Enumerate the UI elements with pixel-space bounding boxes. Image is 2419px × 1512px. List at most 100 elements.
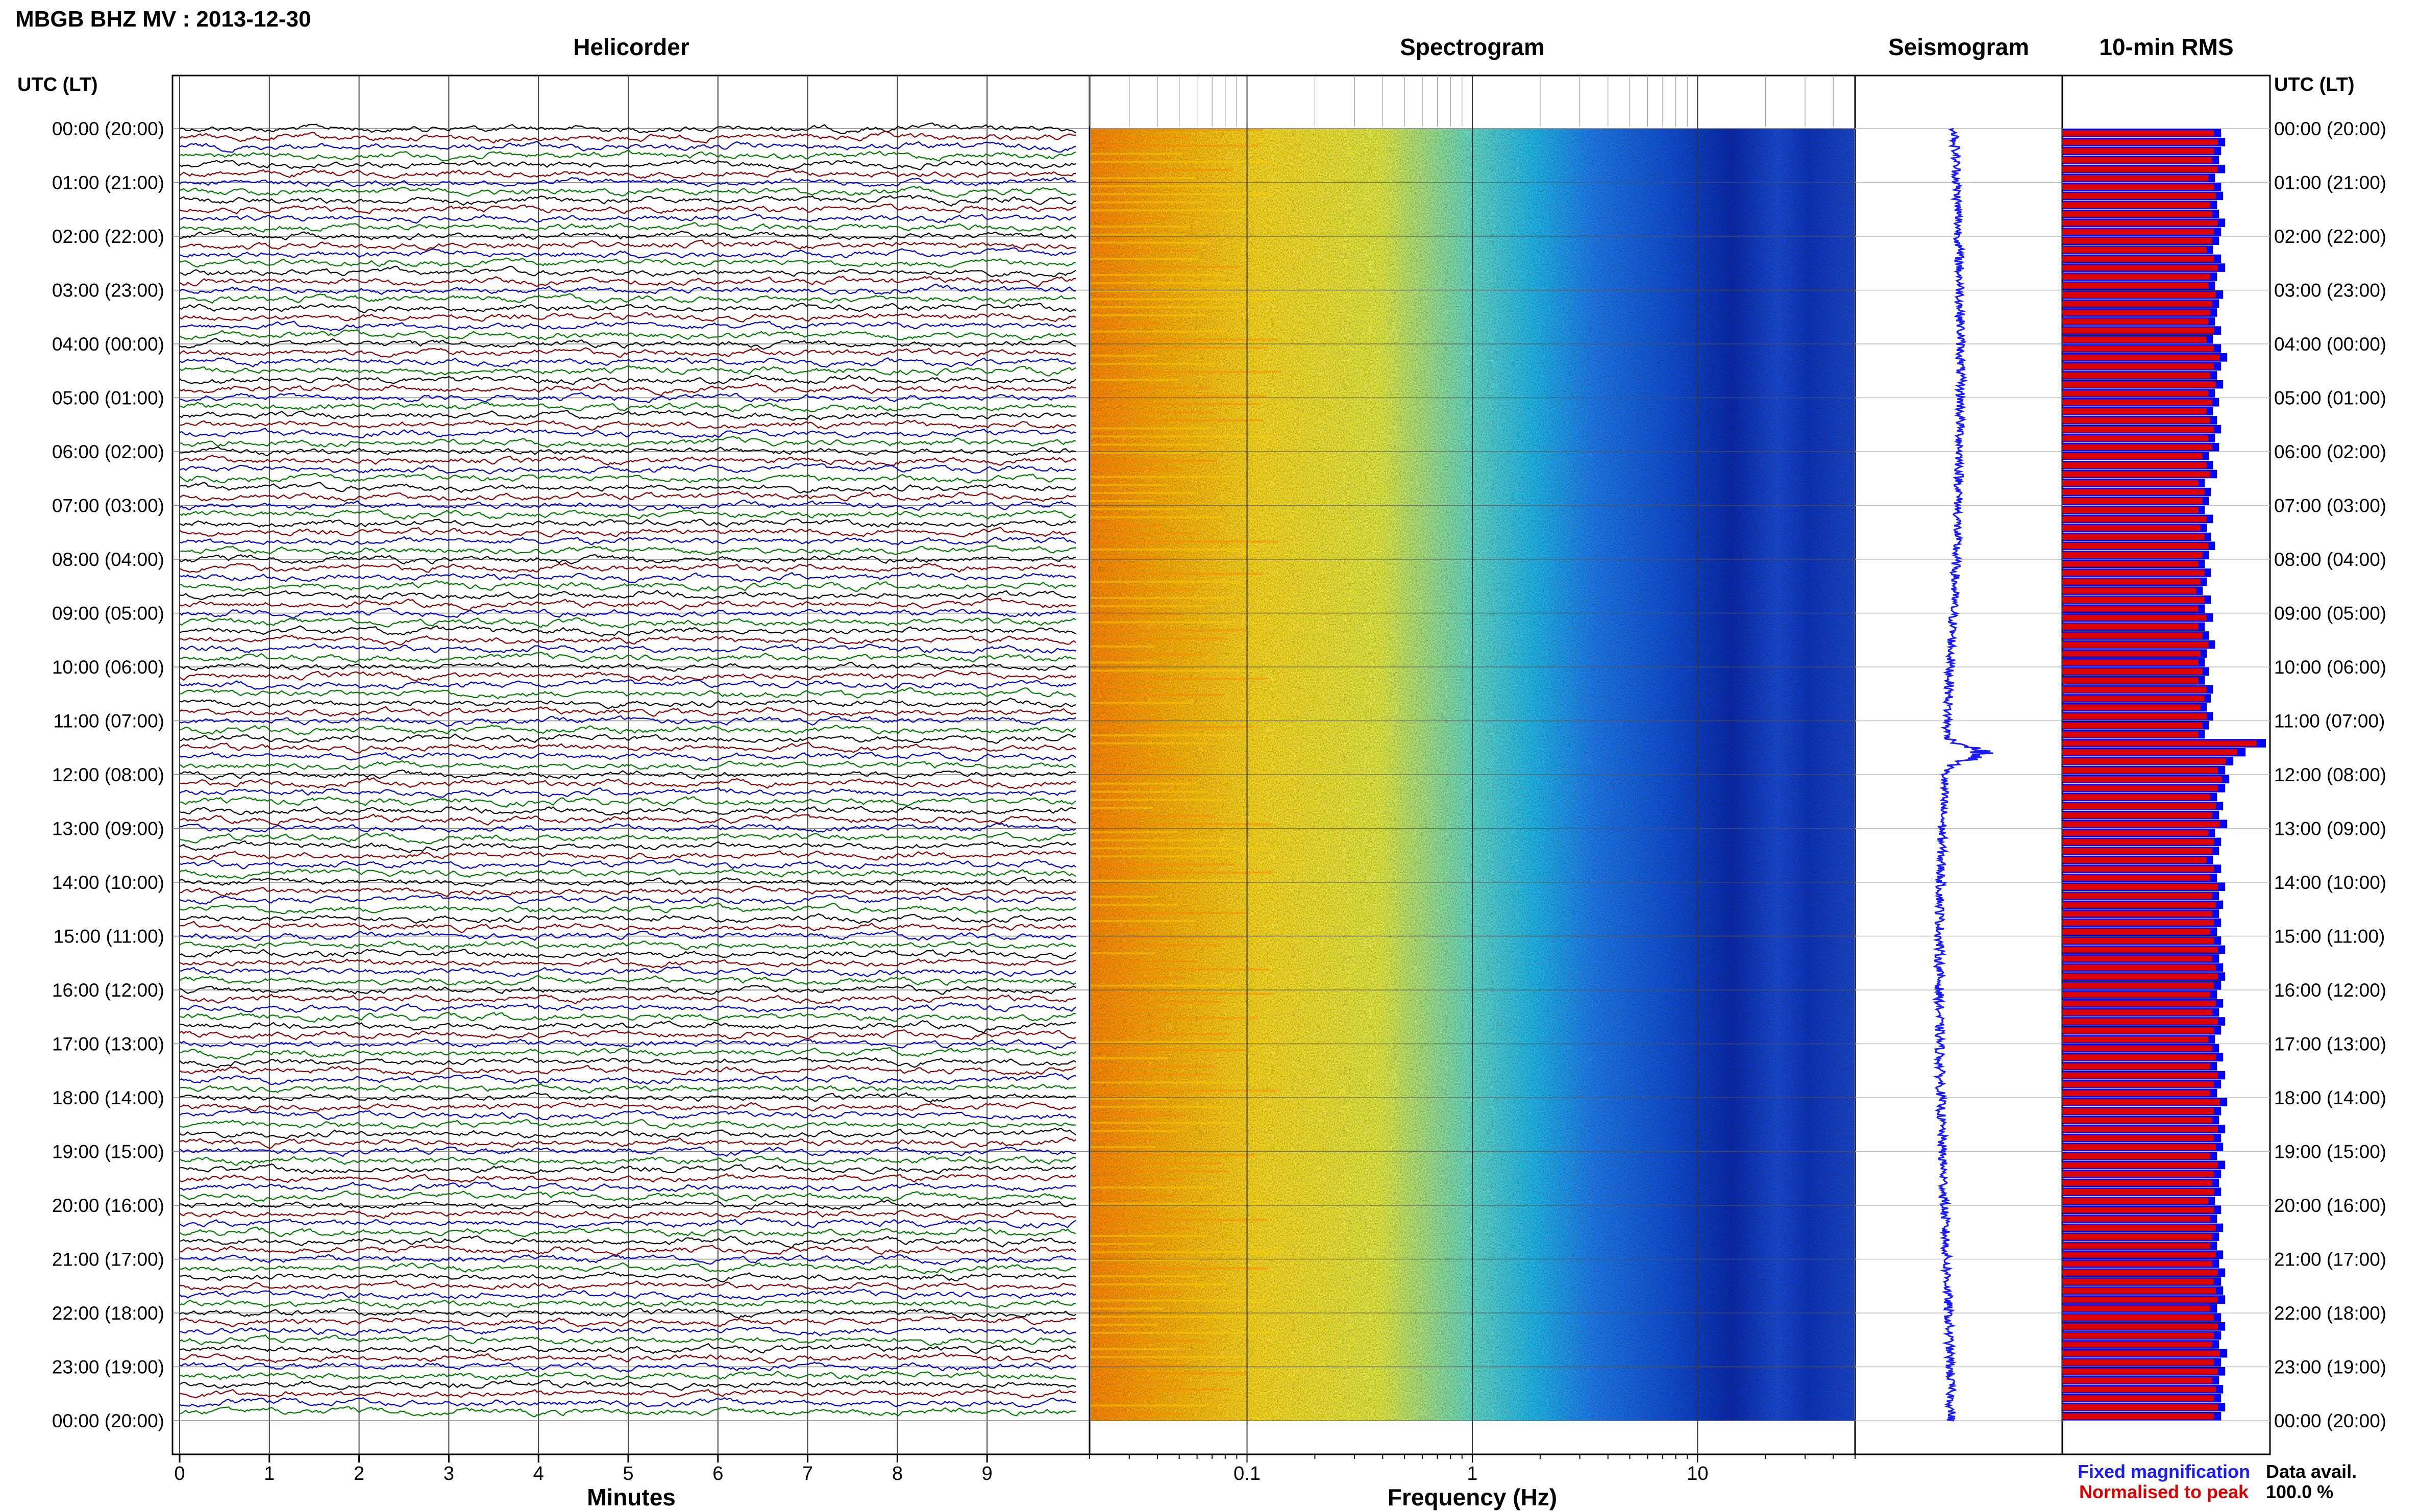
rms-bar-normalised — [2062, 695, 2205, 702]
helicorder-trace — [179, 257, 1076, 268]
spectrogram-streak — [1091, 613, 1180, 615]
rms-panel — [2061, 75, 2271, 1455]
rms-bar-normalised — [2062, 1009, 2212, 1015]
rms-bar-normalised — [2062, 641, 2208, 648]
helicorder-trace — [179, 1073, 1076, 1085]
rms-bar-normalised — [2062, 130, 2214, 136]
spectrogram-streak — [1091, 225, 1190, 228]
rms-bar-normalised — [2062, 1341, 2212, 1348]
rms-bar-normalised — [2062, 1243, 2210, 1249]
rms-bar-normalised — [2062, 713, 2206, 720]
spectrogram-streak — [1091, 685, 1167, 688]
spectrogram-streak — [1091, 564, 1155, 567]
left-time-label: 07:00 (03:00) — [52, 495, 164, 516]
helicorder-trace — [179, 1406, 1076, 1418]
rms-bar-normalised — [2062, 246, 2206, 253]
helicorder-trace — [179, 130, 1076, 144]
helicorder-trace — [179, 1288, 1076, 1301]
right-time-label: 07:00 (03:00) — [2274, 495, 2386, 516]
rms-bar-normalised — [2062, 1251, 2216, 1258]
helicorder-x-tick-label: 3 — [443, 1463, 454, 1484]
rms-bar-normalised — [2062, 229, 2214, 235]
rms-bar-normalised — [2062, 928, 2210, 935]
helicorder-trace — [179, 921, 1076, 933]
spectrogram-streak — [1091, 1219, 1268, 1221]
helicorder-trace — [179, 1038, 1076, 1050]
helicorder-trace — [179, 1101, 1076, 1112]
spectrogram-streak — [1091, 1210, 1211, 1213]
right-time-label: 11:00 (07:00) — [2274, 711, 2385, 732]
rms-bar-normalised — [2062, 677, 2199, 684]
right-time-label: 22:00 (18:00) — [2274, 1303, 2386, 1324]
helicorder-trace — [179, 1127, 1076, 1139]
helicorder-trace — [179, 867, 1076, 879]
helicorder-trace — [179, 500, 1076, 511]
left-time-label: 05:00 (01:00) — [52, 388, 164, 409]
spectrogram-streak — [1091, 653, 1207, 656]
spectrogram-streak — [1091, 1283, 1227, 1285]
helicorder-trace — [179, 1012, 1076, 1023]
right-time-label: 21:00 (17:00) — [2274, 1249, 2386, 1270]
helicorder-trace — [179, 1352, 1076, 1364]
spectrogram-streak — [1091, 637, 1227, 639]
rms-bar-normalised — [2062, 910, 2212, 917]
rms-bar-normalised — [2062, 893, 2212, 899]
rms-bar-normalised — [2062, 444, 2212, 450]
rms-bar-normalised — [2062, 1000, 2216, 1007]
left-time-label: 13:00 (09:00) — [52, 819, 164, 839]
spectrogram-streak — [1091, 944, 1222, 947]
helicorder-trace — [179, 679, 1076, 690]
helicorder-trace — [179, 186, 1076, 198]
helicorder-trace — [179, 966, 1076, 978]
rms-bar-normalised — [2062, 875, 2210, 881]
helicorder-x-tick-label: 6 — [712, 1463, 723, 1484]
spectrogram-streak — [1091, 629, 1246, 632]
helicorder-trace — [179, 625, 1076, 637]
left-time-label: 21:00 (17:00) — [52, 1249, 164, 1270]
helicorder-trace — [179, 302, 1076, 313]
spectrogram-streak — [1091, 209, 1253, 212]
rms-bar-normalised — [2062, 1144, 2216, 1150]
rms-bar-normalised — [2062, 704, 2201, 710]
rms-bar-normalised — [2062, 291, 2216, 298]
rms-bar-normalised — [2062, 1386, 2216, 1393]
spectrogram-streak — [1091, 250, 1196, 252]
spectrogram-streak — [1091, 1178, 1182, 1181]
helicorder-trace — [179, 284, 1076, 295]
rms-bar-normalised — [2062, 318, 2208, 325]
helicorder-trace — [179, 1235, 1076, 1249]
spectrogram-streak — [1091, 920, 1196, 922]
helicorder-trace — [179, 1271, 1076, 1283]
helicorder-trace — [179, 329, 1076, 341]
spectrogram-streak — [1091, 1235, 1206, 1237]
helicorder-trace — [179, 1316, 1076, 1327]
spectrogram-streak — [1091, 597, 1235, 599]
rms-bar-normalised — [2062, 1359, 2214, 1366]
helicorder-trace — [179, 1155, 1076, 1167]
rms-bar-normalised — [2062, 453, 2203, 459]
spectrogram-streak — [1091, 241, 1212, 244]
spectrogram-streak — [1091, 1380, 1186, 1382]
spectrogram-streak — [1091, 1251, 1284, 1253]
spectrogram-streak — [1091, 322, 1159, 325]
left-time-label: 09:00 (05:00) — [52, 603, 164, 624]
helicorder-trace — [179, 1199, 1076, 1210]
spectrogram-streak — [1091, 621, 1236, 624]
rms-bar-normalised — [2062, 1108, 2214, 1114]
left-time-label: 17:00 (13:00) — [52, 1034, 164, 1055]
rms-bar-normalised — [2062, 417, 2210, 424]
right-time-label: 03:00 (23:00) — [2274, 280, 2386, 301]
spectrogram-streak — [1091, 904, 1179, 906]
spectrogram-streak — [1091, 782, 1199, 785]
helicorder-trace — [179, 1389, 1076, 1399]
spectrogram-streak — [1091, 968, 1269, 971]
spectrogram-streak — [1091, 266, 1240, 268]
rms-bar-normalised — [2062, 363, 2214, 369]
rms-bar-normalised — [2062, 865, 2214, 872]
spectrogram-streak — [1091, 1227, 1197, 1229]
helicorder-trace — [179, 706, 1076, 717]
spectrogram-streak — [1091, 693, 1224, 696]
rms-bar-normalised — [2062, 740, 2257, 747]
spectrogram-streak — [1091, 871, 1273, 874]
